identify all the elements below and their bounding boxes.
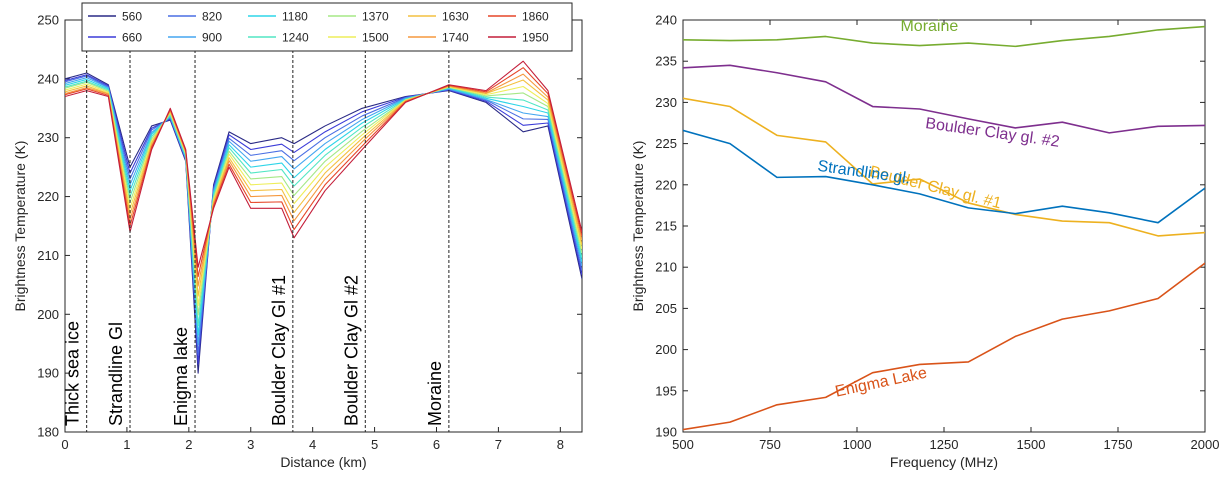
x-tick-label: 3 <box>247 437 254 452</box>
x-axis-label: Distance (km) <box>280 454 366 470</box>
legend-label: 1740 <box>442 31 469 45</box>
series-group <box>683 25 1205 431</box>
series-line <box>65 72 582 374</box>
series-line <box>65 80 582 327</box>
plot-frame <box>64 19 583 433</box>
series-line <box>65 77 582 345</box>
annotation-label: Boulder Clay Gl #2 <box>341 275 361 426</box>
series-line <box>65 79 582 297</box>
y-tick-label: 215 <box>655 219 677 234</box>
x-tick-label: 1500 <box>1017 437 1046 452</box>
legend-label: 1950 <box>522 31 549 45</box>
x-tick-label: 5 <box>371 437 378 452</box>
y-tick-label: 200 <box>37 307 59 322</box>
legend-label: 1500 <box>362 31 389 45</box>
series-line <box>65 81 582 316</box>
legend-label: 560 <box>122 10 142 24</box>
panel: 180 190 200 210 220 230 240 250 0 1 2 3 4 5 6 7 8 Distanc… <box>12 2 583 470</box>
legend-label: 1240 <box>282 31 309 45</box>
x-tick-label: 4 <box>309 437 316 452</box>
series-label: Moraine <box>900 18 958 35</box>
legend-label: 900 <box>202 31 222 45</box>
annotation-label: Thick sea ice <box>63 321 83 426</box>
legend-label: 660 <box>122 31 142 45</box>
x-axis-label: Frequency (MHz) <box>890 454 998 470</box>
annotation-label: Strandline Gl <box>106 322 126 426</box>
y-tick-label: 220 <box>37 189 59 204</box>
y-tick-label: 190 <box>37 366 59 381</box>
series-line <box>683 262 1205 431</box>
series-line <box>683 97 1205 237</box>
panel: 190 195 200 205 210 215 220 225 230 235 240 500 750 1… <box>630 13 1219 471</box>
series-line <box>65 83 582 307</box>
legend-label: 1370 <box>362 10 389 24</box>
legend-label: 1860 <box>522 10 549 24</box>
y-tick-label: 250 <box>37 13 59 28</box>
series-group <box>65 60 582 374</box>
series-line <box>65 74 582 365</box>
y-tick-label: 190 <box>655 425 677 440</box>
series-line <box>683 64 1205 134</box>
series-line <box>683 25 1205 48</box>
y-tick-label: 220 <box>655 177 677 192</box>
x-tick-label: 0 <box>61 437 68 452</box>
y-axis-label: Brightness Temperature (K) <box>12 141 28 312</box>
legend-label: 820 <box>202 10 222 24</box>
y-tick-label: 195 <box>655 383 677 398</box>
x-tick-label: 500 <box>672 437 694 452</box>
x-tick-label: 1750 <box>1104 437 1133 452</box>
y-tick-label: 180 <box>37 425 59 440</box>
annotation-label: Moraine <box>425 361 445 426</box>
x-tick-label: 1000 <box>843 437 872 452</box>
plot-frame <box>682 19 1206 433</box>
x-tick-label: 2 <box>185 437 192 452</box>
x-tick-label: 750 <box>759 437 781 452</box>
y-tick-label: 225 <box>655 136 677 151</box>
annotation-label: Enigma lake <box>171 327 191 426</box>
x-tick-label: 1 <box>123 437 130 452</box>
legend-label: 1180 <box>282 10 308 24</box>
legend: 560 660 820 900 1180 1240 1370 1500 1630 1740 1860… <box>81 2 573 52</box>
y-tick-label: 200 <box>655 342 677 357</box>
legend-box <box>81 2 573 52</box>
x-tick-label: 1250 <box>930 437 959 452</box>
legend-label: 1630 <box>442 10 469 24</box>
y-tick-label: 240 <box>37 71 59 86</box>
x-tick-label: 8 <box>557 437 564 452</box>
y-tick-label: 230 <box>655 95 677 110</box>
x-tick-label: 6 <box>433 437 440 452</box>
series-line <box>65 67 582 278</box>
series-line <box>683 129 1205 224</box>
series-line <box>65 73 582 287</box>
y-tick-label: 210 <box>655 260 677 275</box>
x-tick-label: 7 <box>495 437 502 452</box>
y-axis-label: Brightness Temperature (K) <box>630 141 646 312</box>
series-line <box>65 75 582 355</box>
y-tick-label: 210 <box>37 248 59 263</box>
annotation-label: Boulder Clay Gl #1 <box>269 275 289 426</box>
series-line <box>65 78 582 336</box>
y-tick-label: 205 <box>655 301 677 316</box>
y-tick-label: 240 <box>655 13 677 28</box>
y-tick-label: 235 <box>655 54 677 69</box>
series-line <box>65 60 582 268</box>
y-tick-label: 230 <box>37 130 59 145</box>
x-tick-label: 2000 <box>1191 437 1220 452</box>
